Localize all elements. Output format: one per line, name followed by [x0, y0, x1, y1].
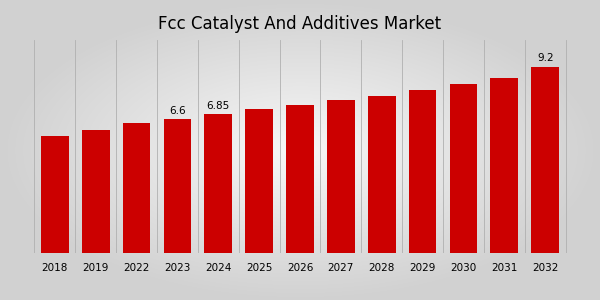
- Bar: [205, 114, 232, 253]
- Text: 6.85: 6.85: [206, 101, 230, 111]
- Bar: [449, 84, 478, 253]
- Bar: [286, 105, 314, 253]
- Title: Fcc Catalyst And Additives Market: Fcc Catalyst And Additives Market: [158, 15, 442, 33]
- Bar: [409, 90, 436, 253]
- Bar: [245, 109, 273, 253]
- Bar: [490, 78, 518, 253]
- Bar: [41, 136, 68, 253]
- Bar: [327, 100, 355, 253]
- Bar: [368, 96, 395, 253]
- Bar: [82, 130, 110, 253]
- Bar: [532, 67, 559, 253]
- Text: 9.2: 9.2: [537, 53, 554, 64]
- Text: 6.6: 6.6: [169, 106, 186, 116]
- Bar: [164, 119, 191, 253]
- Bar: [122, 123, 151, 253]
